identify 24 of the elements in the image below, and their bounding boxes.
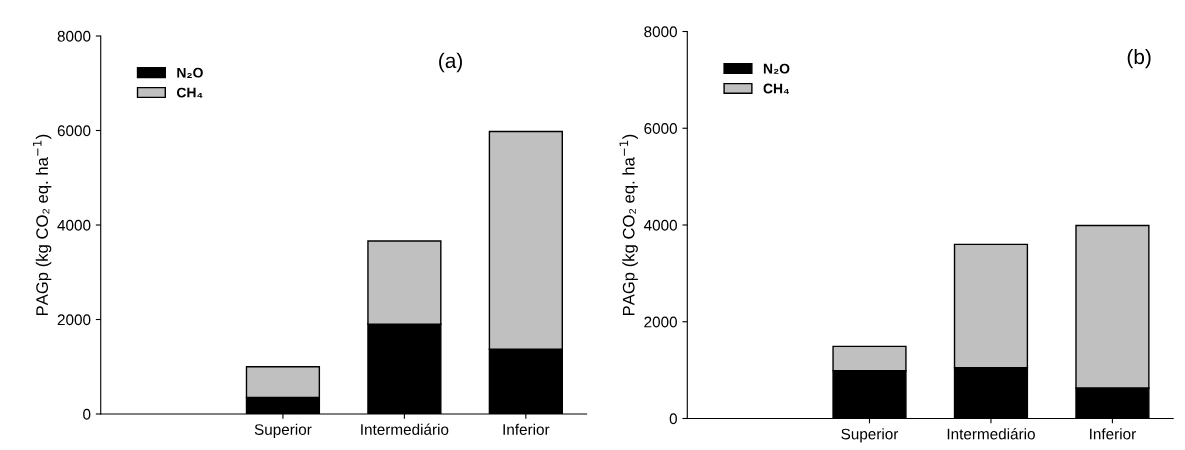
x-tick-label: Superior: [841, 428, 899, 443]
legend-label: N₂O: [177, 67, 203, 78]
legend-label: CH₄: [176, 87, 203, 98]
x-tick-label: Inferior: [503, 423, 550, 435]
y-axis-title: PAGp (kg CO₂ eq. ha$^{−1}$): [619, 134, 638, 316]
y-tick-label: 0: [669, 413, 677, 425]
x-tick-label: Intermediário: [947, 428, 1035, 440]
y-tick-label: 6000: [644, 123, 677, 134]
y-tick-label: 2000: [57, 314, 91, 326]
text: (b): [1127, 48, 1151, 69]
x-tick-label: Inferior: [1090, 428, 1136, 440]
y-tick-label: 0: [83, 408, 91, 420]
y-tick-label: 4000: [643, 219, 677, 231]
y-tick-label: 8000: [644, 26, 677, 38]
text: (a): [439, 52, 462, 73]
y-tick-label: 6000: [57, 125, 91, 137]
x-tick-label: Intermediário: [361, 423, 449, 435]
y-tick-label: 8000: [57, 30, 91, 42]
legend-label: CH₄: [763, 83, 789, 94]
y-tick-label: 2000: [644, 316, 677, 328]
x-tick-label: Superior: [254, 423, 312, 438]
legend-label: N₂O: [763, 63, 790, 74]
y-tick-label: 4000: [57, 219, 91, 231]
y-axis-title: PAGp (kg CO₂ eq. ha$^{−1}$): [32, 134, 52, 316]
